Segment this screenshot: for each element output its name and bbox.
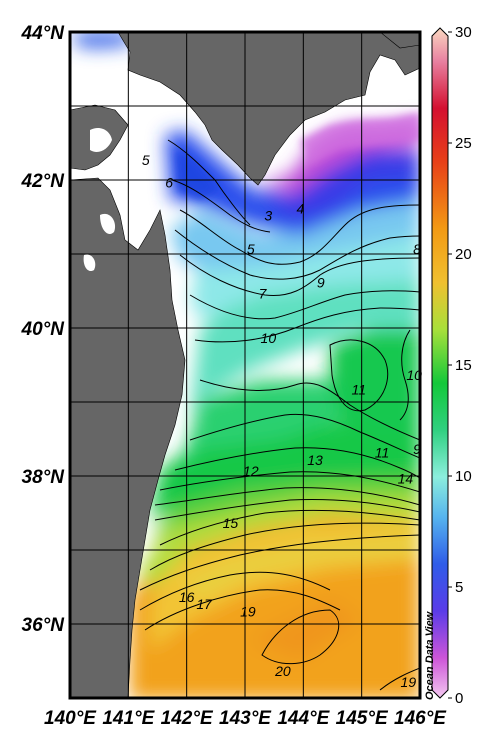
contour-label: 13 xyxy=(307,452,323,468)
latitude-label: 36°N xyxy=(22,615,66,636)
contour-label: 5 xyxy=(142,152,150,168)
colorbar-tick-label: 15 xyxy=(455,357,472,374)
longitude-label: 144°E xyxy=(277,708,330,729)
contour-label: 17 xyxy=(196,596,213,612)
contour-label: 3 xyxy=(264,208,272,224)
colorbar-tick-label: 5 xyxy=(455,579,463,596)
contour-label: 8 xyxy=(413,241,421,257)
latitude-label: 44°N xyxy=(21,23,66,44)
colorbar-tick-label: 0 xyxy=(455,690,463,707)
colorbar-tick-label: 30 xyxy=(455,24,472,41)
ocean-data-view-credit: Ocean Data View xyxy=(424,610,436,700)
longitude-label: 142°E xyxy=(161,708,214,729)
latitude-label: 38°N xyxy=(22,467,66,488)
longitude-label: 141°E xyxy=(102,708,155,729)
latitude-label: 42°N xyxy=(21,171,66,192)
colorbar-ramp xyxy=(431,27,449,699)
contour-label: 4 xyxy=(297,200,305,216)
grid xyxy=(70,32,420,698)
contour-label: 19 xyxy=(401,674,417,690)
longitude-label: 143°E xyxy=(219,708,272,729)
colorbar-tick-label: 20 xyxy=(455,246,472,263)
contour-label: 12 xyxy=(243,463,259,479)
contour-label: 15 xyxy=(223,515,239,531)
longitude-label: 140°E xyxy=(44,708,97,729)
contour-label: 5 xyxy=(247,241,255,257)
longitude-label: 146°E xyxy=(394,708,447,729)
contour-label: 11 xyxy=(375,445,390,461)
contour-label: 10 xyxy=(261,330,277,346)
colorbar-tick-label: 10 xyxy=(455,468,472,485)
contour-label: 10 xyxy=(406,367,422,383)
contour-label: 7 xyxy=(259,285,268,301)
colorbar-tick-label: 25 xyxy=(455,135,472,152)
colorbar: 0 5 10 15 20 25 30 xyxy=(431,24,472,707)
contour-label: 11 xyxy=(351,382,366,398)
longitude-label: 145°E xyxy=(336,708,389,729)
contour-label: 14 xyxy=(398,470,414,486)
latitude-label: 40°N xyxy=(21,319,66,340)
contour-label: 19 xyxy=(240,604,256,620)
longitude-labels: 140°E 141°E 142°E 143°E 144°E 145°E 146°E xyxy=(44,708,447,729)
latitude-labels: 44°N 42°N 40°N 38°N 36°N xyxy=(21,23,66,636)
colorbar-ticks: 0 5 10 15 20 25 30 xyxy=(448,24,472,707)
contour-label: 9 xyxy=(413,441,421,457)
map-frame xyxy=(68,30,422,700)
bays xyxy=(83,83,125,272)
contour-label: 9 xyxy=(317,274,325,290)
contour-label: 6 xyxy=(165,174,173,190)
contour-label: 20 xyxy=(274,663,291,679)
